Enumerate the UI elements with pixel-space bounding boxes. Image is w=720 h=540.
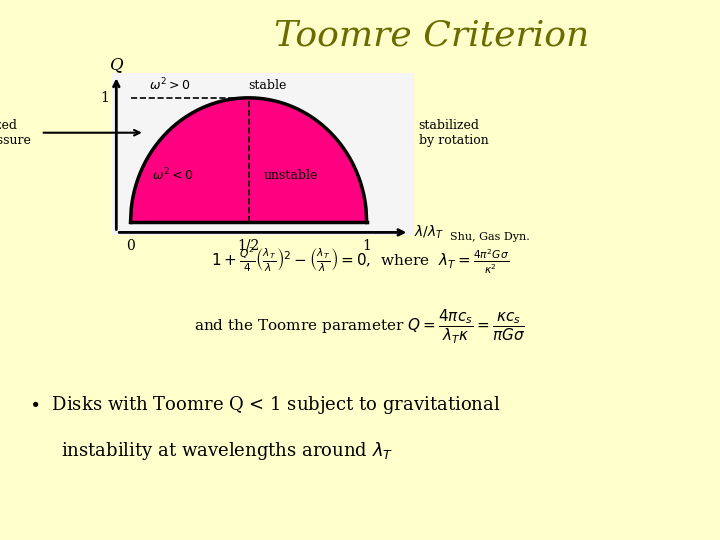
Text: Shu, Gas Dyn.: Shu, Gas Dyn. [450, 232, 530, 242]
Text: stabilized
by rotation: stabilized by rotation [419, 119, 488, 147]
Text: $\lambda / \lambda_T$: $\lambda / \lambda_T$ [414, 224, 444, 241]
Text: instability at wavelengths around $\lambda_T$: instability at wavelengths around $\lamb… [61, 440, 393, 462]
Text: $\omega^2 > 0$: $\omega^2 > 0$ [150, 77, 191, 93]
Text: stabilized
by pressure: stabilized by pressure [0, 119, 31, 147]
Text: $\omega^2 < 0$: $\omega^2 < 0$ [153, 167, 194, 184]
Text: $\bullet$  Disks with Toomre Q < 1 subject to gravitational: $\bullet$ Disks with Toomre Q < 1 subjec… [29, 394, 500, 416]
Text: $1 + \frac{Q^2}{4}\left(\frac{\lambda_T}{\lambda}\right)^2 - \left(\frac{\lambda: $1 + \frac{Q^2}{4}\left(\frac{\lambda_T}… [211, 246, 509, 276]
Text: 1/2: 1/2 [238, 239, 260, 253]
Text: and the Toomre parameter $Q = \dfrac{4\pi c_s}{\lambda_T \kappa} = \dfrac{\kappa: and the Toomre parameter $Q = \dfrac{4\p… [194, 308, 526, 346]
Text: unstable: unstable [264, 168, 318, 181]
Text: Toomre Criterion: Toomre Criterion [274, 19, 590, 53]
Text: 0: 0 [126, 239, 135, 253]
Text: 1: 1 [100, 91, 109, 105]
Text: Q: Q [109, 56, 123, 73]
Text: 1: 1 [362, 239, 372, 253]
Text: stable: stable [248, 79, 287, 92]
